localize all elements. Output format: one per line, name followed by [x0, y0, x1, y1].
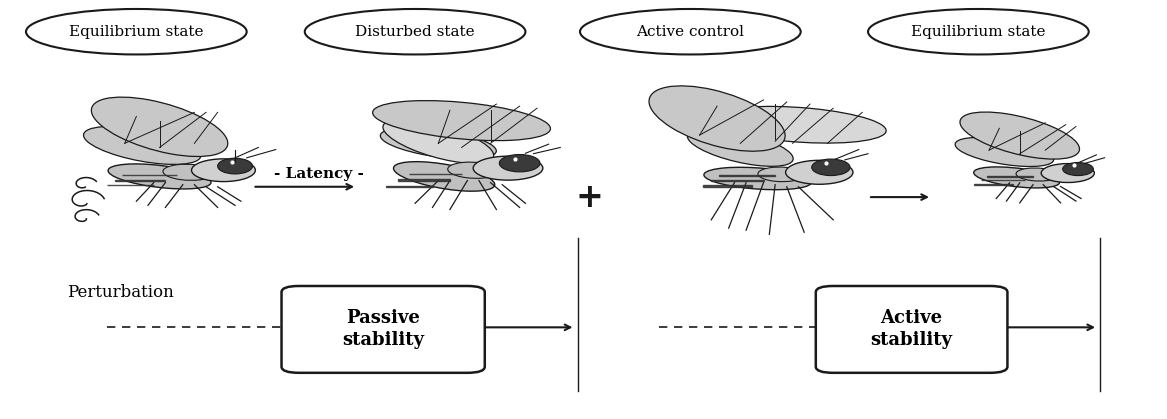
- Polygon shape: [704, 185, 752, 187]
- Text: Passive
stability: Passive stability: [342, 309, 424, 349]
- Text: Active control: Active control: [636, 25, 745, 39]
- Text: Active
stability: Active stability: [871, 309, 952, 349]
- Ellipse shape: [1016, 168, 1058, 181]
- Polygon shape: [398, 179, 450, 181]
- Ellipse shape: [687, 129, 794, 166]
- Polygon shape: [973, 184, 1013, 185]
- Text: - Latency -: - Latency -: [274, 167, 364, 181]
- Ellipse shape: [757, 167, 804, 182]
- Ellipse shape: [448, 162, 498, 178]
- Ellipse shape: [1063, 163, 1093, 176]
- Ellipse shape: [580, 9, 801, 54]
- Ellipse shape: [711, 106, 886, 143]
- Ellipse shape: [499, 155, 540, 172]
- FancyBboxPatch shape: [816, 286, 1007, 373]
- Polygon shape: [719, 175, 775, 176]
- Ellipse shape: [109, 164, 211, 189]
- Ellipse shape: [1041, 163, 1095, 183]
- Ellipse shape: [163, 164, 215, 180]
- Ellipse shape: [785, 160, 853, 184]
- Ellipse shape: [960, 112, 1079, 159]
- Polygon shape: [711, 180, 763, 181]
- Ellipse shape: [380, 128, 496, 159]
- Text: Equilibrium state: Equilibrium state: [911, 25, 1046, 39]
- Ellipse shape: [704, 167, 811, 190]
- Ellipse shape: [305, 9, 525, 54]
- Ellipse shape: [649, 86, 785, 151]
- FancyBboxPatch shape: [281, 286, 484, 373]
- Ellipse shape: [191, 159, 256, 181]
- Ellipse shape: [217, 158, 252, 174]
- Polygon shape: [386, 186, 433, 187]
- Text: Perturbation: Perturbation: [67, 284, 174, 301]
- Ellipse shape: [91, 97, 228, 157]
- Polygon shape: [410, 173, 461, 174]
- Ellipse shape: [812, 159, 850, 176]
- Polygon shape: [987, 176, 1033, 177]
- Ellipse shape: [372, 101, 551, 141]
- Text: Disturbed state: Disturbed state: [355, 25, 475, 39]
- Ellipse shape: [383, 119, 494, 163]
- Text: Equilibrium state: Equilibrium state: [69, 25, 203, 39]
- Ellipse shape: [26, 9, 246, 54]
- Text: +: +: [575, 181, 603, 214]
- Ellipse shape: [973, 167, 1060, 188]
- Ellipse shape: [473, 156, 543, 180]
- Ellipse shape: [955, 137, 1054, 166]
- Ellipse shape: [393, 162, 495, 191]
- Ellipse shape: [868, 9, 1089, 54]
- Ellipse shape: [84, 127, 201, 164]
